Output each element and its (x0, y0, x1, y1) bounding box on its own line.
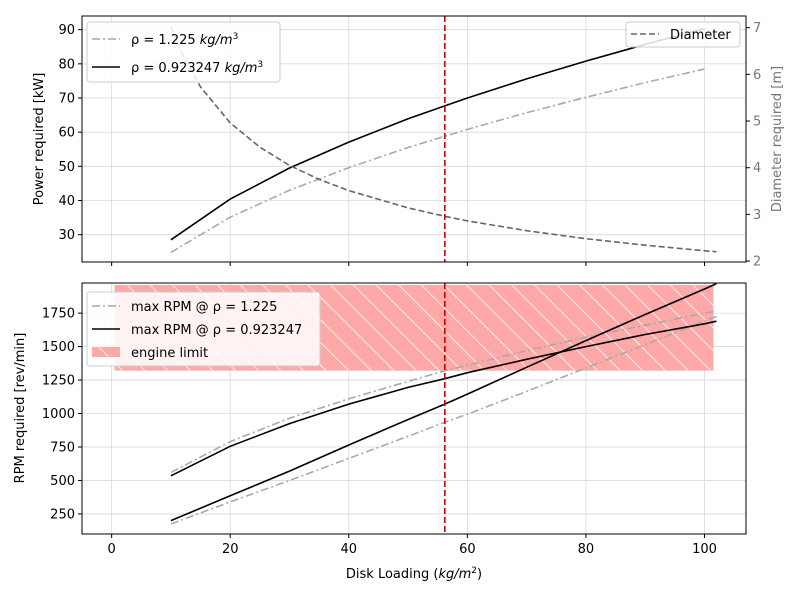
top-plot-frame (81, 15, 747, 263)
y-tick-label: 1500 (42, 340, 75, 355)
y2-tick-label: 2 (753, 255, 761, 270)
legend-label-max-rpm-0923: max RPM @ ρ = 0.923247 (131, 323, 302, 338)
series-line-solid (170, 27, 705, 241)
rpm-line-solid (170, 320, 717, 477)
bottom-plot-frame (81, 282, 747, 535)
y-tick-label: 40 (58, 194, 75, 209)
y-tick-label: 50 (58, 160, 75, 175)
y-tick-label: 1750 (42, 307, 75, 322)
top-y2-axis-label: Diameter required [m] (770, 66, 785, 212)
y-tick-label: 500 (50, 474, 75, 489)
y2-tick-label: 6 (753, 68, 761, 83)
top-series (170, 26, 717, 254)
bottom-y-axis-ticks: 250 500 750 1000 1250 1500 1750 (42, 307, 82, 522)
top-panel: 30 40 50 60 70 80 90 2 3 4 5 6 7 Power required [kW… (32, 15, 785, 270)
rpm-line-dashdot (170, 315, 717, 525)
legend-label-rho-0923: ρ = 0.923247 kg/m3 (131, 60, 263, 76)
bottom-panel: 250 500 750 1000 1250 1500 1750 0 20 40 60 80 100 R… (13, 282, 747, 582)
legend-label-rho-1225: ρ = 1.225 kg/m3 (131, 32, 238, 48)
x-tick-label: 100 (692, 542, 717, 557)
y-tick-label: 90 (58, 23, 75, 38)
y-tick-label: 1250 (42, 374, 75, 389)
bottom-x-axis-ticks: 0 20 40 60 80 100 (108, 534, 717, 557)
y-tick-label: 1000 (42, 407, 75, 422)
bottom-series (170, 283, 717, 525)
x-tick-label: 60 (459, 542, 476, 557)
legend-label-max-rpm-1225: max RPM @ ρ = 1.225 (131, 300, 277, 315)
y2-tick-label: 4 (753, 161, 761, 176)
bottom-y-axis-label: RPM required [rev/min] (13, 333, 28, 484)
y-tick-label: 80 (58, 57, 75, 72)
bottom-legend: max RPM @ ρ = 1.225 max RPM @ ρ = 0.9232… (86, 291, 321, 367)
y2-tick-label: 5 (753, 115, 761, 130)
legend-label-diameter: Diameter (670, 28, 731, 43)
y-tick-label: 750 (50, 440, 75, 455)
x-tick-label: 0 (108, 542, 116, 557)
top-legend-right: Diameter (625, 21, 741, 48)
x-tick-label: 80 (578, 542, 595, 557)
y-tick-label: 70 (58, 92, 75, 107)
series-line-dashdot (170, 68, 705, 254)
top-x-axis-ticks (111, 262, 705, 266)
y-tick-label: 30 (58, 228, 75, 243)
rpm-line-dashdot (170, 310, 717, 474)
y2-tick-label: 7 (753, 21, 761, 36)
top-left-axis-ticks: 30 40 50 60 70 80 90 (58, 23, 82, 243)
x-tick-label: 40 (341, 542, 358, 557)
x-tick-label: 20 (222, 542, 239, 557)
y-tick-label: 250 (50, 507, 75, 522)
y-tick-label: 60 (58, 126, 75, 141)
legend-swatch-engine-limit (92, 347, 120, 357)
top-legend-left: ρ = 1.225 kg/m3 ρ = 0.923247 kg/m3 (86, 21, 281, 83)
y2-tick-label: 3 (753, 208, 761, 223)
legend-label-engine-limit: engine limit (131, 346, 208, 361)
top-y-axis-label: Power required [kW] (32, 73, 47, 206)
series-line-diameter (170, 26, 717, 253)
top-right-axis-ticks: 2 3 4 5 6 7 (746, 21, 761, 270)
bottom-x-axis-label: Disk Loading (kg/m2) (346, 566, 482, 582)
rpm-line-solid (170, 283, 717, 522)
